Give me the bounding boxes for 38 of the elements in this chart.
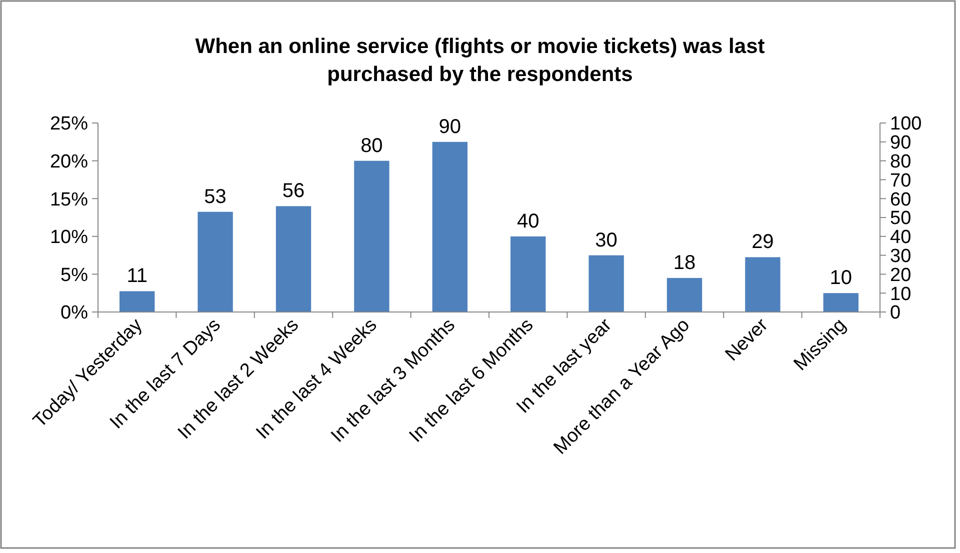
y2-tick-label: 50 [890,208,912,230]
data-label: 53 [204,186,226,208]
y-tick-label: 20% [50,151,88,172]
y2-tick-label: 80 [890,151,912,172]
data-label: 18 [673,252,696,274]
y-tick-label: 15% [50,189,88,210]
data-label: 11 [126,265,148,288]
y2-tick-label: 30 [890,246,912,267]
data-label: 56 [282,180,305,202]
y-tick-label: 25% [50,114,88,135]
y2-tick-label: 100 [890,114,922,135]
y2-tick-label: 70 [890,170,912,192]
bar [588,255,624,312]
bar [745,257,780,312]
data-label: 80 [360,134,383,157]
bar [276,206,312,312]
bar [198,212,233,312]
y2-tick-label: 40 [890,227,912,248]
y2-tick-label: 90 [890,132,912,154]
data-label: 10 [830,267,852,290]
data-label: 90 [438,116,462,138]
y2-tick-label: 10 [890,284,912,305]
bar [120,291,155,312]
y-tick-label: 10% [50,227,88,248]
bar [666,278,702,312]
bar [354,160,390,312]
y-tick-label: 5% [60,264,88,286]
bar [432,142,468,312]
y2-tick-label: 0 [890,302,901,324]
chart-title: When an online service (flights or movie tickets) was last purchased by the respondents [195,35,765,86]
data-label: 40 [516,210,540,232]
y2-tick-label: 60 [890,189,912,210]
bar [823,293,858,312]
data-label: 29 [752,231,774,254]
data-label: 30 [595,229,618,252]
y2-tick-label: 20 [890,264,912,286]
y-tick-label: 0% [60,302,88,324]
bar [510,236,546,312]
